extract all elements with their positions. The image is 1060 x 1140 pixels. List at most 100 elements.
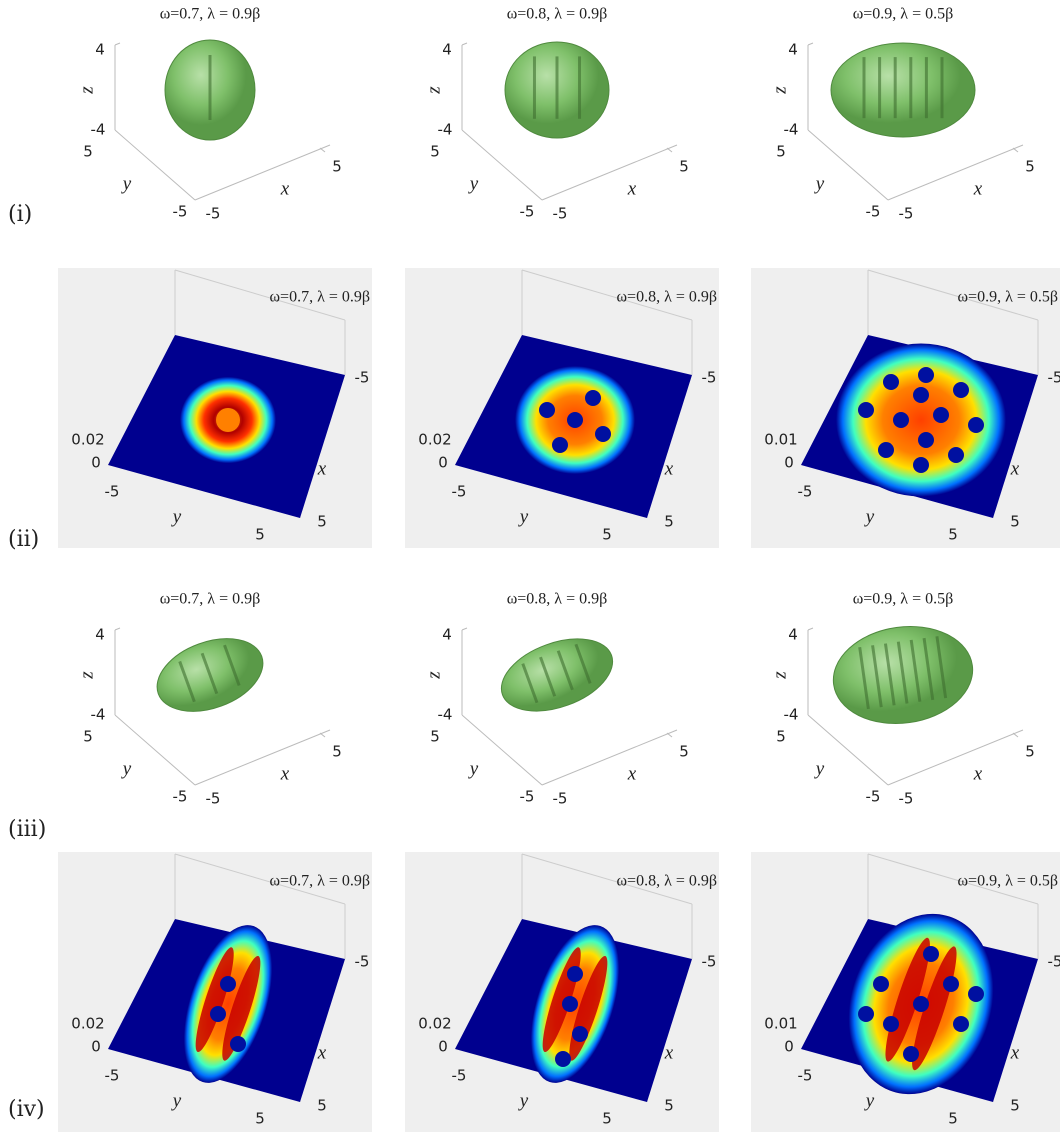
y-tick-label: -5 bbox=[866, 788, 881, 806]
vortex-core bbox=[918, 432, 934, 448]
y-tick-label: -5 bbox=[105, 483, 120, 501]
z-tick-label: 4 bbox=[95, 41, 105, 59]
z-tick-label: 0 bbox=[784, 454, 794, 472]
x-axis-label: x bbox=[1010, 458, 1020, 479]
panel: ω=0.9, λ = 0.5β 4 -4 z 5 y -5 -5 x 5 bbox=[769, 591, 1034, 808]
panel-title: ω=0.8, λ = 0.9β bbox=[617, 289, 717, 306]
x-tick-label: -5 bbox=[702, 953, 717, 971]
vortex-core bbox=[210, 1006, 226, 1022]
isosurface bbox=[830, 42, 976, 138]
x-tick-label: -5 bbox=[899, 790, 914, 808]
y-tick-label: -5 bbox=[452, 1067, 467, 1085]
x-tick-label: 5 bbox=[679, 158, 689, 176]
z-tick-label: 0.02 bbox=[71, 431, 104, 449]
panel-title: ω=0.9, λ = 0.5β bbox=[958, 289, 1058, 306]
x-axis-label: x bbox=[280, 763, 290, 784]
vortex-core bbox=[220, 976, 236, 992]
z-tick-label: 0.02 bbox=[71, 1015, 104, 1033]
isosurface bbox=[500, 638, 614, 712]
z-tick-label: -4 bbox=[91, 121, 106, 139]
y-tick-label: 5 bbox=[602, 526, 612, 544]
axis-line bbox=[319, 147, 326, 153]
vortex-line bbox=[909, 639, 922, 702]
vortex-core bbox=[933, 407, 949, 423]
panel-title: ω=0.8, λ = 0.9β bbox=[507, 591, 607, 608]
x-tick-label: 5 bbox=[1010, 513, 1020, 531]
x-tick-label: 5 bbox=[332, 743, 342, 761]
axis-line bbox=[194, 729, 331, 786]
vortex-line bbox=[178, 660, 196, 703]
vortex-core bbox=[858, 402, 874, 418]
y-tick-label: 5 bbox=[255, 1110, 265, 1128]
y-tick-label: -5 bbox=[452, 483, 467, 501]
y-tick-label: 5 bbox=[948, 526, 958, 544]
vortex-core bbox=[567, 966, 583, 982]
z-tick-label: 0 bbox=[91, 1038, 101, 1056]
axis-line bbox=[1012, 732, 1019, 738]
x-tick-label: -5 bbox=[355, 953, 370, 971]
z-tick-label: 4 bbox=[95, 626, 105, 644]
panel: ω=0.9, λ = 0.5β 4 -4 z 5 y -5 -5 x 5 bbox=[769, 6, 1034, 223]
x-tick-label: -5 bbox=[1048, 369, 1060, 387]
z-tick-label: 0 bbox=[784, 1038, 794, 1056]
row-label: (i) bbox=[8, 202, 32, 227]
box-line bbox=[521, 853, 693, 905]
z-tick-label: 0 bbox=[91, 454, 101, 472]
panel-title: ω=0.7, λ = 0.9β bbox=[270, 873, 370, 890]
box-line bbox=[867, 853, 1039, 905]
x-tick-label: 5 bbox=[1025, 743, 1035, 761]
vortex-core bbox=[913, 387, 929, 403]
axis-line bbox=[114, 129, 196, 201]
z-axis-label: z bbox=[769, 671, 790, 680]
box-line bbox=[174, 853, 346, 905]
axis-line bbox=[807, 129, 889, 201]
axis-line bbox=[887, 729, 1024, 786]
y-axis-label: y bbox=[814, 173, 825, 194]
vortex-core bbox=[858, 1006, 874, 1022]
vortex-line bbox=[922, 637, 935, 701]
axis-line bbox=[1012, 147, 1019, 153]
z-tick-label: -4 bbox=[784, 706, 799, 724]
axis-line bbox=[114, 627, 121, 631]
z-axis-label: z bbox=[423, 86, 444, 95]
vortex-core bbox=[918, 367, 934, 383]
axis-line bbox=[461, 714, 543, 786]
axis-line bbox=[461, 42, 468, 46]
x-tick-label: 5 bbox=[1025, 158, 1035, 176]
x-tick-label: -5 bbox=[553, 790, 568, 808]
x-tick-label: 5 bbox=[679, 743, 689, 761]
panel-title: ω=0.9, λ = 0.5β bbox=[853, 591, 953, 608]
vortex-core bbox=[585, 390, 601, 406]
row-label: (iii) bbox=[8, 817, 46, 842]
panel: ω=0.8, λ = 0.9β 4 -4 z 5 y -5 -5 x 5 bbox=[423, 591, 688, 808]
x-axis-label: x bbox=[973, 763, 983, 784]
y-tick-label: -5 bbox=[520, 788, 535, 806]
y-tick-label: -5 bbox=[798, 483, 813, 501]
density-peak bbox=[222, 955, 261, 1061]
x-tick-label: 5 bbox=[664, 1097, 674, 1115]
density-peak bbox=[195, 947, 234, 1053]
z-tick-label: 4 bbox=[788, 626, 798, 644]
y-tick-label: 5 bbox=[776, 728, 786, 746]
z-tick-label: 4 bbox=[788, 41, 798, 59]
z-axis-label: z bbox=[76, 86, 97, 95]
vortex-core bbox=[943, 976, 959, 992]
y-axis-label: y bbox=[171, 506, 182, 527]
vortex-line bbox=[858, 646, 870, 710]
y-tick-label: -5 bbox=[173, 788, 188, 806]
row-label: (ii) bbox=[8, 527, 39, 552]
x-tick-label: -5 bbox=[355, 369, 370, 387]
axis-line bbox=[541, 729, 678, 786]
x-tick-label: -5 bbox=[1048, 953, 1060, 971]
y-tick-label: 5 bbox=[430, 143, 440, 161]
box-line bbox=[174, 269, 346, 321]
z-axis-label: z bbox=[423, 671, 444, 680]
y-tick-label: 5 bbox=[83, 728, 93, 746]
vortex-core bbox=[216, 408, 240, 432]
x-tick-label: -5 bbox=[899, 205, 914, 223]
vortex-core bbox=[555, 1051, 571, 1067]
vortex-line bbox=[935, 636, 948, 699]
x-axis-label: x bbox=[317, 1042, 327, 1063]
x-tick-label: 5 bbox=[317, 513, 327, 531]
